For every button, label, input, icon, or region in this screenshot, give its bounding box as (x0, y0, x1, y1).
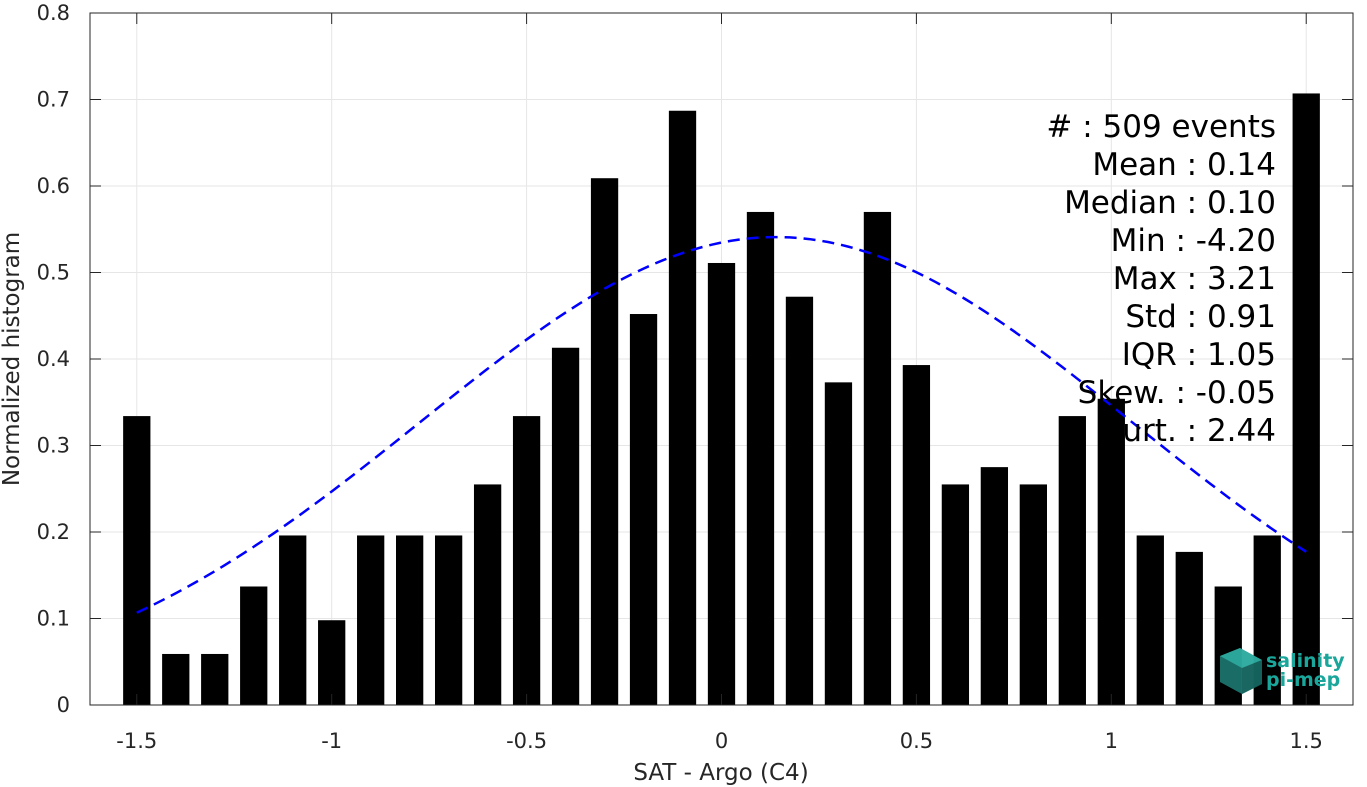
logo-text-line2: pi-mep (1266, 669, 1340, 691)
salinity-pi-mep-logo: salinity pi-mep (1220, 648, 1345, 694)
histogram-bar-1 (162, 653, 190, 705)
histogram-bar-25 (1097, 398, 1125, 705)
x-tick-label-1: -1 (321, 729, 342, 753)
x-tick-label-4: 0.5 (900, 729, 933, 753)
histogram-bar-26 (1136, 535, 1164, 705)
y-tick-label-0: 0 (57, 693, 70, 717)
histogram-bar-16 (746, 211, 775, 705)
histogram-bar-14 (668, 110, 697, 706)
axes-group (89, 12, 1354, 706)
histogram-bar-24 (1058, 416, 1086, 705)
histogram-bar-23 (1019, 484, 1047, 705)
stat-line-0: # : 509 events (1046, 109, 1276, 145)
x-tick-label-5: 1 (1105, 729, 1118, 753)
histogram-bar-10 (512, 416, 541, 705)
histogram-bar-0 (123, 416, 151, 705)
x-tick-labels: -1.5 -1 -0.5 0 0.5 1 1.5 (116, 729, 1323, 753)
histogram-bar-3 (240, 586, 268, 705)
histogram-bar-6 (357, 535, 385, 705)
histogram-bar-20 (902, 365, 931, 705)
histogram-bar-22 (980, 467, 1009, 705)
logo-cube-icon (1220, 648, 1262, 694)
histogram-bar-7 (396, 535, 424, 705)
histogram-bar-17 (785, 296, 814, 705)
histogram-bar-4 (279, 535, 307, 705)
stat-line-5: Std : 0.91 (1125, 299, 1276, 335)
histogram-bar-2 (201, 653, 229, 705)
histogram-bar-12 (590, 178, 619, 706)
y-tick-label-8: 0.8 (37, 1, 70, 25)
logo-text-line1: salinity (1266, 650, 1345, 672)
stat-line-1: Mean : 0.14 (1092, 147, 1276, 183)
histogram-bar-18 (824, 382, 853, 705)
histogram-bar-15 (707, 262, 736, 705)
y-tick-labels: 0 0.1 0.2 0.3 0.4 0.5 0.6 0.7 0.8 (37, 1, 70, 717)
x-tick-label-2: -0.5 (506, 729, 547, 753)
histogram-bar-21 (941, 484, 970, 705)
y-tick-label-6: 0.6 (37, 174, 70, 198)
x-axis-label: SAT - Argo (C4) (633, 760, 808, 786)
histogram-bar-5 (318, 620, 346, 705)
bars-group (123, 93, 1320, 706)
x-tick-label-0: -1.5 (116, 729, 157, 753)
x-tick-label-3: 0 (715, 729, 728, 753)
y-tick-label-3: 0.3 (37, 434, 70, 458)
histogram-bar-30 (1292, 93, 1320, 705)
y-tick-label-2: 0.2 (37, 520, 70, 544)
histogram-bar-11 (551, 347, 580, 705)
stat-line-8: Kurt. : 2.44 (1104, 413, 1276, 449)
y-axis-label: Normalized histogram (0, 232, 25, 486)
y-tick-label-1: 0.1 (37, 607, 70, 631)
histogram-bar-9 (473, 484, 502, 705)
x-tick-label-6: 1.5 (1290, 729, 1323, 753)
histogram-bar-19 (863, 211, 892, 705)
stat-line-2: Median : 0.10 (1064, 185, 1276, 221)
stat-line-3: Min : -4.20 (1111, 223, 1276, 259)
histogram-bar-27 (1175, 551, 1203, 705)
histogram-bar-8 (434, 535, 463, 705)
y-tick-label-4: 0.4 (37, 347, 70, 371)
y-tick-label-5: 0.5 (37, 261, 70, 285)
y-tick-label-7: 0.7 (37, 88, 70, 112)
histogram-bar-13 (629, 314, 658, 705)
stat-line-6: IQR : 1.05 (1122, 337, 1276, 373)
stat-line-4: Max : 3.21 (1113, 261, 1276, 297)
normal-fit-curve (136, 235, 1307, 614)
fit-curve-group (136, 235, 1307, 614)
stat-line-7: Skew. : -0.05 (1078, 375, 1276, 411)
